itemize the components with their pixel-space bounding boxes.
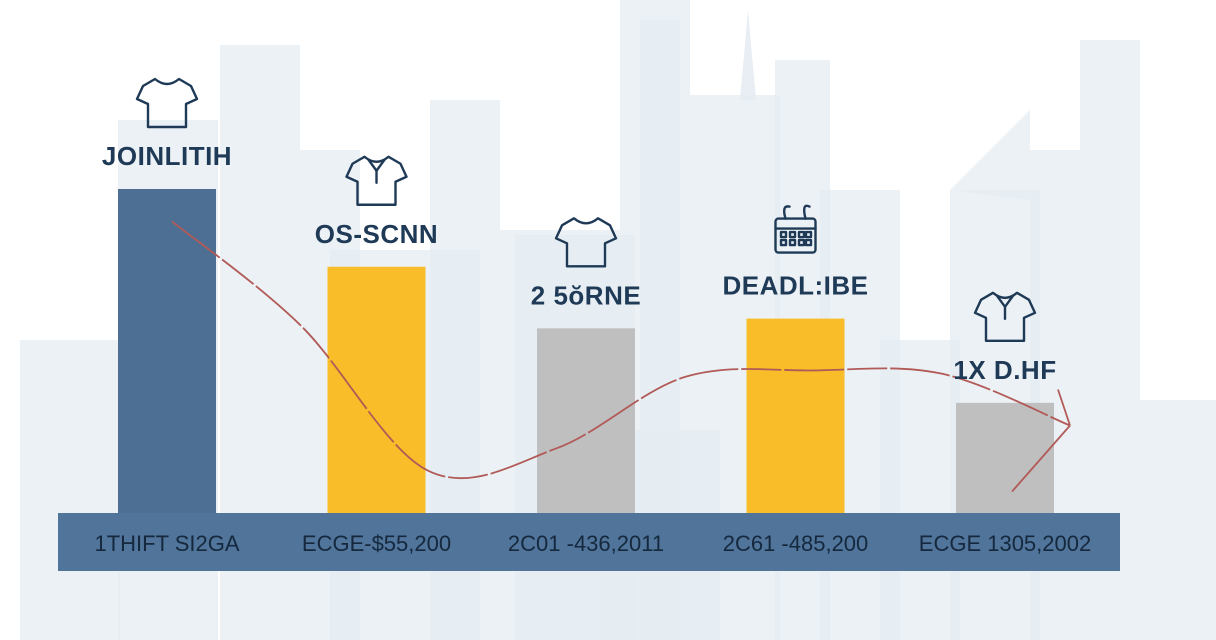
band-label: ECGE-$55,200 xyxy=(302,531,451,556)
bar-label: DEADL:IBE xyxy=(722,271,868,301)
category-band xyxy=(58,513,1120,571)
bar xyxy=(327,266,426,513)
t-shirt-icon xyxy=(135,77,199,129)
bar xyxy=(118,189,216,513)
t-shirt-icon xyxy=(554,217,618,268)
bar-label: 2 5ŏRNE xyxy=(531,280,641,310)
skyline-building xyxy=(880,340,960,640)
skyline-tower xyxy=(740,10,756,100)
trend-line-group xyxy=(171,220,1071,493)
band-label: 2C01 -436,2011 xyxy=(508,531,664,556)
bar-label: JOINLITIH xyxy=(102,141,232,171)
bar-label: 1X D.HF xyxy=(953,355,1056,385)
band-label: 2C61 -485,200 xyxy=(723,531,869,556)
bar xyxy=(746,318,845,513)
skyline-building xyxy=(20,340,120,640)
bar-labels: JOINLITIH OS-SCNN 2 5ŏRNE DEADL:IBE 1X D.HF xyxy=(102,141,1056,385)
band-label: ECGE 1305,2002 xyxy=(919,531,1091,556)
bars-group xyxy=(118,189,1054,513)
trend-line-tail xyxy=(1011,389,1071,493)
bar xyxy=(956,402,1054,513)
bar xyxy=(537,328,635,513)
polo-shirt-icon xyxy=(345,155,408,206)
band-label: 1THIFT SI2GA xyxy=(94,531,239,556)
skyline-building xyxy=(950,110,1030,200)
trend-line xyxy=(171,220,1071,480)
bar-icons xyxy=(135,77,1037,343)
polo-shirt-icon xyxy=(973,291,1037,343)
skyline-building xyxy=(1140,400,1216,640)
band-labels: 1THIFT SI2GA ECGE-$55,200 2C01 -436,2011 2C… xyxy=(94,531,1091,556)
calendar-icon xyxy=(774,204,817,254)
bar-label: OS-SCNN xyxy=(315,219,438,249)
